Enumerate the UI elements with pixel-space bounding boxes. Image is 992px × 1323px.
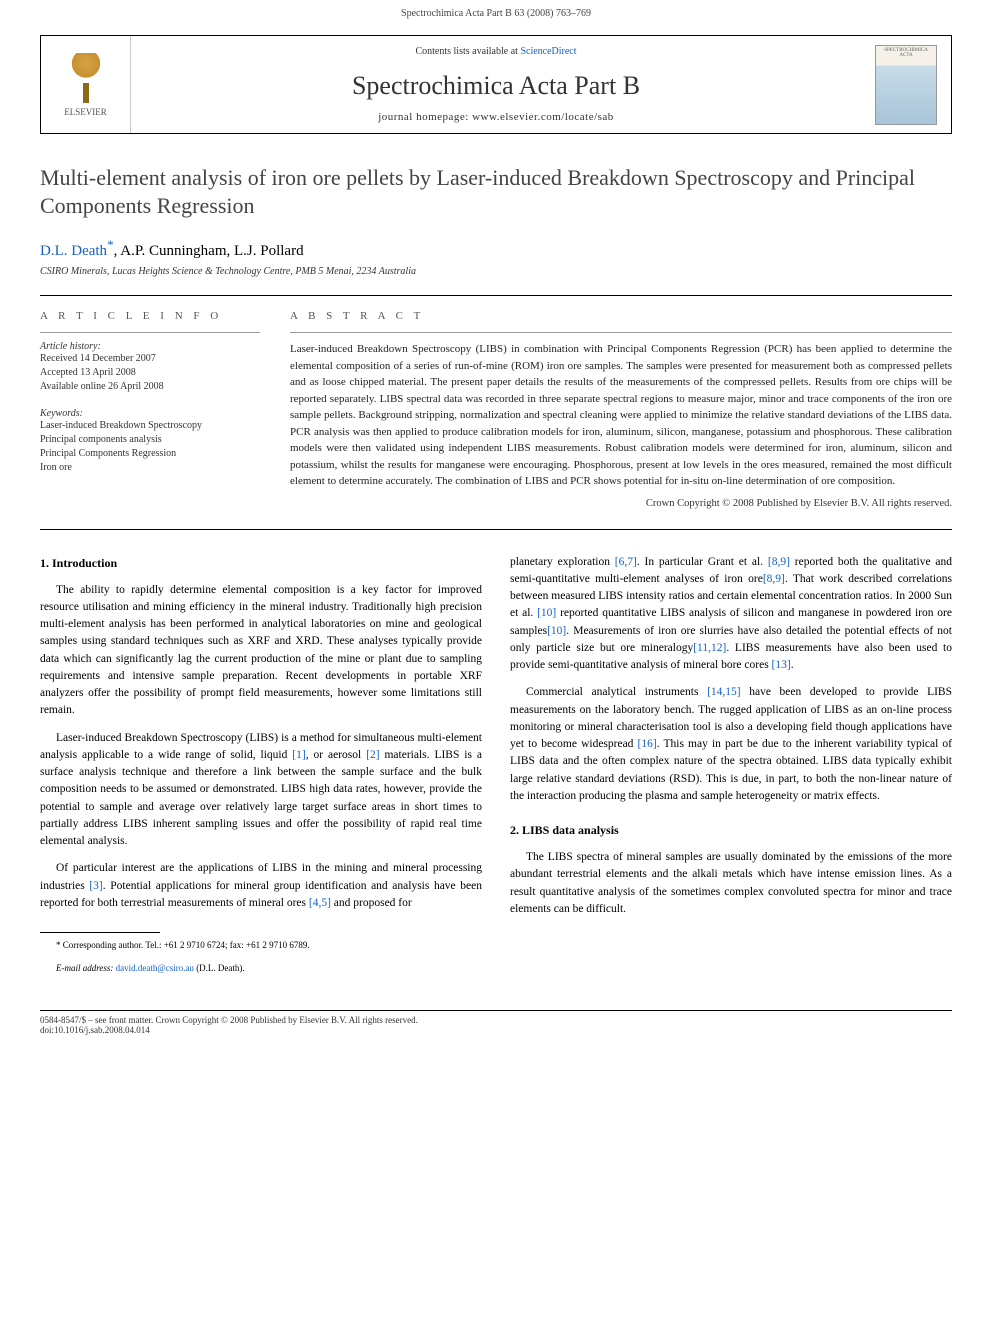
ref-link[interactable]: [3]	[89, 880, 102, 892]
keyword-item: Principal components analysis	[40, 433, 260, 447]
footer-line1: 0584-8547/$ – see front matter. Crown Co…	[40, 1015, 952, 1025]
history-item: Received 14 December 2007	[40, 352, 260, 366]
article-info-label: A R T I C L E I N F O	[40, 310, 260, 322]
ref-link[interactable]: [6,7]	[615, 556, 637, 568]
abstract-block: A B S T R A C T Laser-induced Breakdown …	[290, 310, 952, 509]
abstract-text: Laser-induced Breakdown Spectroscopy (LI…	[290, 341, 952, 490]
body-col-right: planetary exploration [6,7]. In particul…	[510, 554, 952, 985]
footnote-rule	[40, 932, 160, 933]
authors: D.L. Death*, A.P. Cunningham, L.J. Polla…	[40, 237, 952, 260]
footer-rule	[40, 1010, 952, 1011]
c2p2a: Commercial analytical instruments	[526, 686, 707, 698]
ref-link[interactable]: [14,15]	[707, 686, 741, 698]
col2-p2: Commercial analytical instruments [14,15…	[510, 684, 952, 805]
c2p1h: .	[791, 659, 794, 671]
ref-link[interactable]: [16]	[638, 738, 657, 750]
ref-link[interactable]: [10]	[537, 607, 556, 619]
elsevier-logo: ELSEVIER	[41, 36, 131, 133]
ref-link[interactable]: [13]	[772, 659, 791, 671]
contents-prefix: Contents lists available at	[415, 46, 520, 57]
body-col-left: 1. Introduction The ability to rapidly d…	[40, 554, 482, 985]
rule-top	[40, 295, 952, 296]
intro-p2: Laser-induced Breakdown Spectroscopy (LI…	[40, 730, 482, 851]
ref-link[interactable]: [8,9]	[763, 573, 785, 585]
footer-line2: doi:10.1016/j.sab.2008.04.014	[40, 1025, 952, 1035]
history-item: Accepted 13 April 2008	[40, 366, 260, 380]
p3b: . Potential applications for mineral gro…	[40, 880, 482, 909]
running-head: Spectrochimica Acta Part B 63 (2008) 763…	[0, 0, 992, 23]
intro-p1: The ability to rapidly determine element…	[40, 582, 482, 720]
ref-link[interactable]: [2]	[366, 749, 379, 761]
email-link[interactable]: david.death@csiro.au	[116, 963, 194, 973]
c2p1a: planetary exploration	[510, 556, 615, 568]
history-label: Article history:	[40, 341, 260, 352]
article-title: Multi-element analysis of iron ore pelle…	[40, 164, 952, 219]
banner-center: Contents lists available at ScienceDirec…	[131, 36, 861, 133]
p3c: and proposed for	[331, 897, 412, 909]
libs-heading: 2. LIBS data analysis	[510, 821, 952, 839]
intro-heading: 1. Introduction	[40, 554, 482, 572]
journal-name: Spectrochimica Acta Part B	[141, 71, 851, 101]
p2c: materials. LIBS is a surface analysis te…	[40, 749, 482, 847]
article-info: A R T I C L E I N F O Article history: R…	[40, 310, 260, 509]
keyword-item: Iron ore	[40, 461, 260, 475]
email-suffix: (D.L. Death).	[194, 963, 245, 973]
ref-link[interactable]: [10]	[547, 625, 566, 637]
cover-thumbnail: SPECTROCHIMICA ACTA	[861, 36, 951, 133]
author-link[interactable]: D.L. Death	[40, 243, 107, 259]
footnote-corr: * Corresponding author. Tel.: +61 2 9710…	[40, 939, 482, 952]
abstract-label: A B S T R A C T	[290, 310, 952, 322]
elsevier-tree-icon	[61, 53, 111, 103]
p2b: , or aerosol	[306, 749, 366, 761]
footnote-email: E-mail address: david.death@csiro.au (D.…	[40, 962, 482, 975]
intro-p3: Of particular interest are the applicati…	[40, 860, 482, 912]
homepage-line: journal homepage: www.elsevier.com/locat…	[141, 111, 851, 123]
ref-link[interactable]: [11,12]	[693, 642, 726, 654]
contents-line: Contents lists available at ScienceDirec…	[141, 46, 851, 57]
ref-link[interactable]: [1]	[292, 749, 305, 761]
rule-abstract	[290, 332, 952, 333]
libs-p1: The LIBS spectra of mineral samples are …	[510, 849, 952, 918]
history-item: Available online 26 April 2008	[40, 380, 260, 394]
affiliation: CSIRO Minerals, Lucas Heights Science & …	[40, 266, 952, 277]
page-footer: 0584-8547/$ – see front matter. Crown Co…	[0, 1004, 992, 1047]
keyword-item: Laser-induced Breakdown Spectroscopy	[40, 419, 260, 433]
col2-p1: planetary exploration [6,7]. In particul…	[510, 554, 952, 675]
keywords-label: Keywords:	[40, 408, 260, 419]
cover-image: SPECTROCHIMICA ACTA	[875, 45, 937, 125]
journal-banner: ELSEVIER Contents lists available at Sci…	[40, 35, 952, 134]
copyright-line: Crown Copyright © 2008 Published by Else…	[290, 498, 952, 509]
rule-mid	[40, 529, 952, 530]
ref-link[interactable]: [8,9]	[768, 556, 790, 568]
c2p1b: . In particular Grant et al.	[637, 556, 768, 568]
keyword-item: Principal Components Regression	[40, 447, 260, 461]
sciencedirect-link[interactable]: ScienceDirect	[520, 46, 576, 57]
rule-info	[40, 332, 260, 333]
authors-rest: , A.P. Cunningham, L.J. Pollard	[114, 243, 304, 259]
body-columns: 1. Introduction The ability to rapidly d…	[40, 554, 952, 985]
email-label: E-mail address:	[56, 963, 116, 973]
elsevier-label: ELSEVIER	[64, 107, 107, 117]
ref-link[interactable]: [4,5]	[309, 897, 331, 909]
meta-row: A R T I C L E I N F O Article history: R…	[40, 310, 952, 509]
